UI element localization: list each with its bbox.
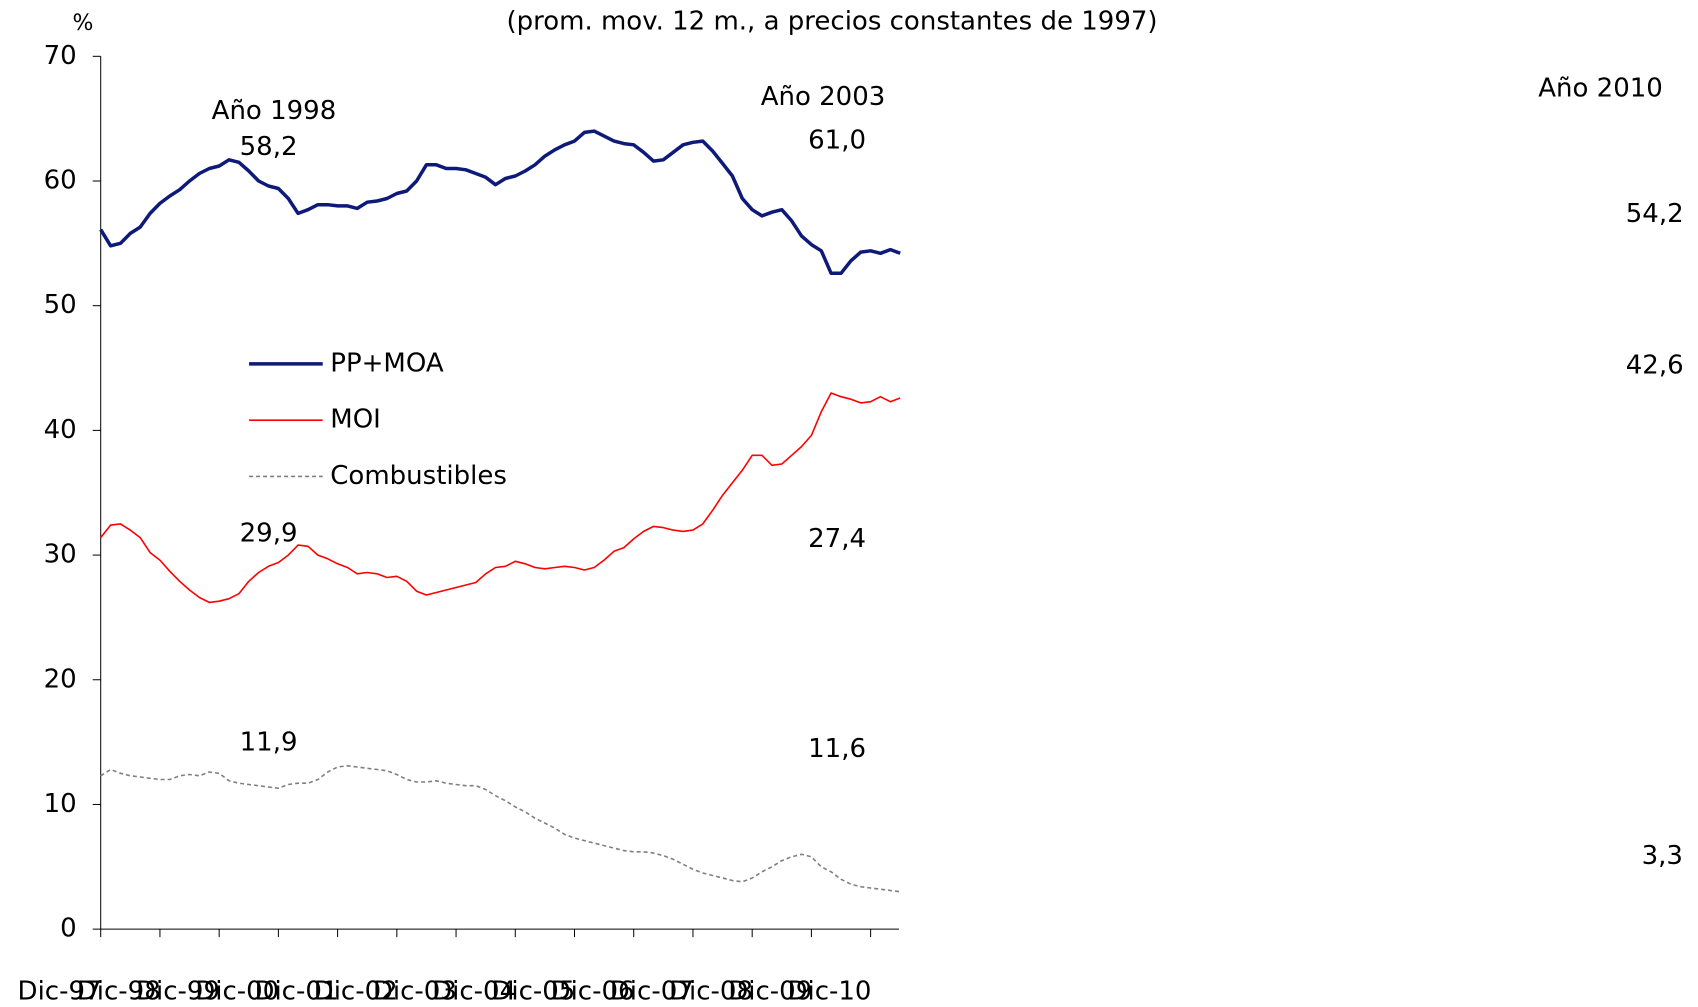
x-tick-label: Dic-99 (136, 976, 220, 1006)
x-tick-label: Dic-00 (195, 976, 279, 1006)
annotation: Año 2003 (761, 82, 886, 112)
y-tick-label: 60 (44, 166, 77, 196)
line-series (100, 392, 901, 604)
x-tick-label: Dic-10 (787, 976, 871, 1006)
annotation: 61,0 (808, 125, 866, 155)
y-tick-label: 30 (44, 540, 77, 570)
x-tick-label: Dic-97 (18, 976, 102, 1006)
legend-label: PP+MOA (330, 348, 444, 378)
legend-label: Combustibles (330, 461, 507, 491)
x-tick-label: Dic-98 (77, 976, 161, 1006)
annotation: 27,4 (808, 524, 866, 554)
y-tick-label: 40 (44, 415, 77, 445)
annotation: 11,9 (240, 727, 298, 757)
y-tick-label: 0 (60, 914, 77, 944)
y-tick-label: 50 (44, 290, 77, 320)
x-tick-label: Dic-09 (728, 976, 812, 1006)
annotation: 54,2 (1626, 199, 1684, 229)
x-tick-label: Dic-05 (491, 976, 575, 1006)
y-tick-label: 20 (44, 664, 77, 694)
x-tick-label: Dic-03 (373, 976, 457, 1006)
line-series (100, 765, 901, 893)
annotation: 58,2 (240, 132, 298, 162)
x-tick-label: Dic-07 (610, 976, 694, 1006)
annotation: Año 1998 (212, 96, 337, 126)
y-tick-label: 10 (44, 789, 77, 819)
legend-label: MOI (330, 405, 381, 435)
x-tick-label: Dic-02 (314, 976, 398, 1006)
annotation: 11,6 (808, 734, 866, 764)
chart-subtitle: (prom. mov. 12 m., a precios constantes … (506, 7, 1157, 37)
x-tick-label: Dic-04 (432, 976, 516, 1006)
x-tick-label: Dic-01 (254, 976, 338, 1006)
y-tick-label: 70 (44, 41, 77, 71)
annotation: 3,3 (1642, 841, 1683, 871)
annotation: 29,9 (240, 518, 298, 548)
x-tick-label: Dic-06 (551, 976, 635, 1006)
annotation: 42,6 (1626, 351, 1684, 381)
y-axis-label: % (73, 11, 94, 36)
annotation: Año 2010 (1538, 73, 1663, 103)
x-tick-label: Dic-08 (669, 976, 753, 1006)
line-series (99, 129, 901, 276)
